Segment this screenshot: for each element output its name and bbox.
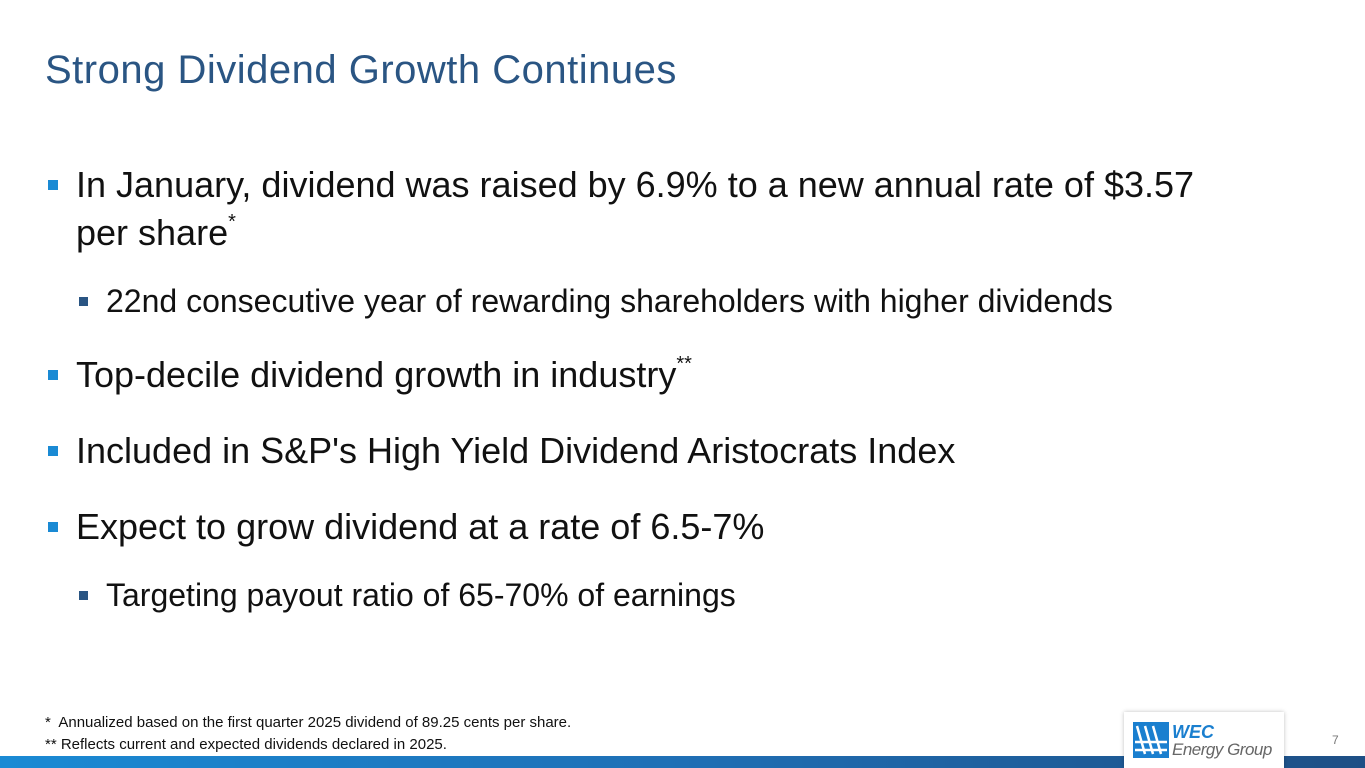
bullet-list: In January, dividend was raised by 6.9% …: [45, 161, 1265, 617]
logo-text: WEC: [1172, 722, 1214, 742]
bullet-text: Included in S&P's High Yield Dividend Ar…: [76, 430, 956, 471]
page-number: 7: [1332, 733, 1339, 747]
sub-bullet: 22nd consecutive year of rewarding share…: [75, 279, 1265, 323]
footnote-marker: *: [228, 211, 236, 233]
footnote-marker: **: [676, 353, 692, 375]
footnote: ** Reflects current and expected dividen…: [45, 736, 447, 753]
logo: WEC Energy Group: [1124, 712, 1284, 768]
bullet: In January, dividend was raised by 6.9% …: [45, 161, 1236, 257]
bullet: Expect to grow dividend at a rate of 6.5…: [45, 503, 1236, 551]
bottom-bar: [0, 756, 1365, 768]
logo-text: Energy Group: [1172, 740, 1272, 759]
bullet: Included in S&P's High Yield Dividend Ar…: [45, 427, 1236, 475]
sub-bullet: Targeting payout ratio of 65-70% of earn…: [75, 573, 1265, 617]
slide-title: Strong Dividend Growth Continues: [45, 48, 677, 92]
bullet-text: Expect to grow dividend at a rate of 6.5…: [76, 506, 765, 547]
bullet: Top-decile dividend growth in industry**: [45, 351, 1236, 399]
bullet-text: In January, dividend was raised by 6.9% …: [76, 164, 1195, 253]
logo-icon: [1133, 722, 1169, 758]
bullet-text: Top-decile dividend growth in industry: [76, 354, 677, 395]
footnotes: * Annualized based on the first quarter …: [45, 712, 571, 756]
footnote: * Annualized based on the first quarter …: [45, 714, 572, 731]
